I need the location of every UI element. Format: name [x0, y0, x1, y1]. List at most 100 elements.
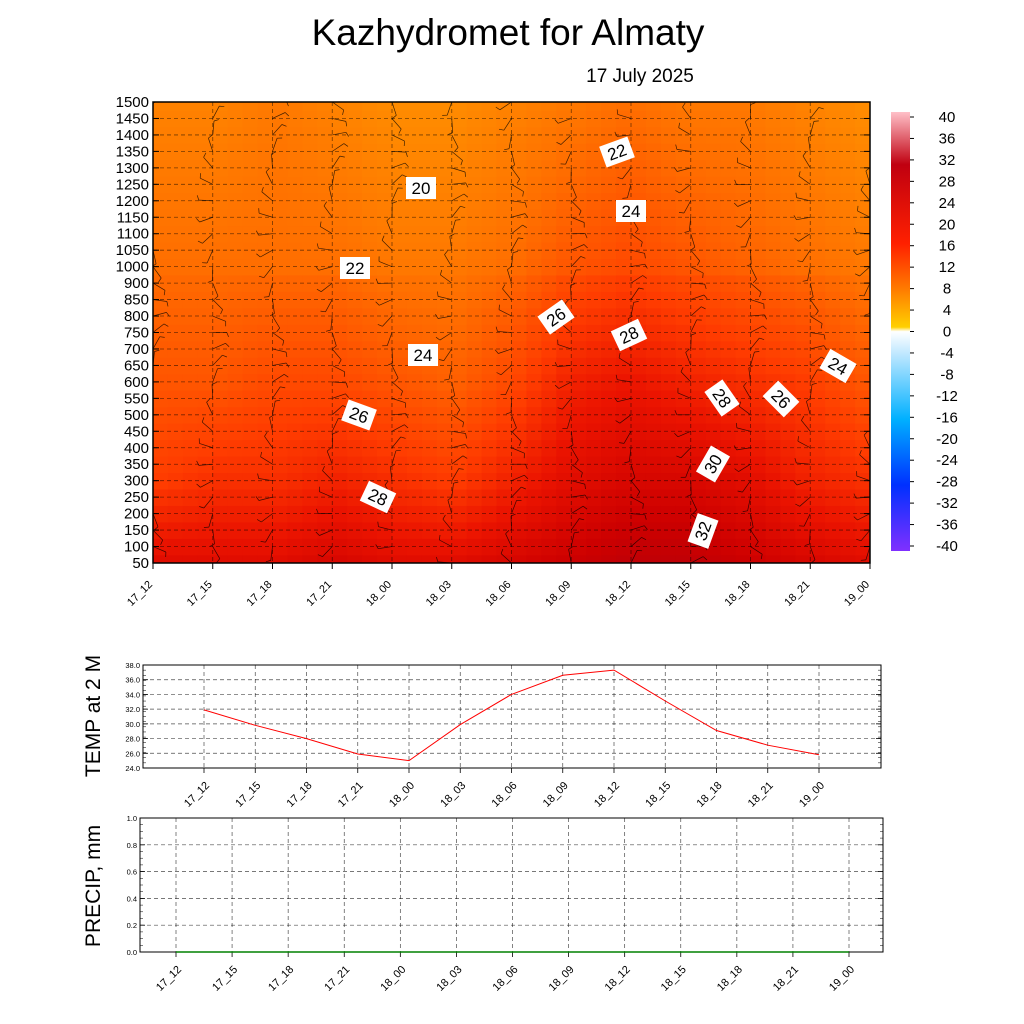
wind-barb-flag: [436, 556, 439, 562]
wind-barb-flag: [859, 450, 862, 455]
temperature-cell: [362, 176, 378, 194]
wind-barb-flag: [332, 431, 338, 435]
temperature-cell: [227, 126, 244, 144]
temperature-cell: [795, 159, 811, 177]
wind-barb: [511, 414, 517, 429]
wind-barb-flag: [208, 134, 213, 139]
temperature-cell: [780, 521, 796, 539]
temperature-cell: [765, 439, 781, 457]
temperature-cell: [571, 159, 587, 177]
temperature-cell: [765, 324, 781, 342]
cross-section-x-label: 17_18: [245, 579, 275, 609]
temperature-cell: [242, 143, 259, 161]
wind-barb-flag: [282, 340, 285, 346]
temp2m-x-axis: 17_12 17_15 17_18 17_21 18_00 18_03 18_06 18_09…: [182, 768, 827, 810]
temperature-cell: [362, 324, 378, 342]
wind-barb: [869, 348, 870, 350]
wind-barb-flag: [518, 237, 524, 239]
wind-barb: [212, 102, 214, 103]
temp2m-ylabel: TEMP at 2 M: [82, 655, 105, 777]
wind-barb-flag: [269, 414, 274, 418]
temperature-cell: [153, 554, 169, 563]
wind-barb: [503, 118, 512, 131]
temperature-cell: [451, 176, 468, 194]
temperature-cell: [227, 455, 244, 474]
temperature-cell: [436, 225, 453, 243]
temperature-cell: [795, 505, 811, 523]
wind-barb: [511, 167, 520, 180]
temperature-cell: [466, 307, 483, 325]
temperature-cell: [795, 357, 811, 375]
temperature-cell: [690, 225, 707, 243]
temperature-cell: [317, 439, 333, 457]
wind-barb-flag: [316, 288, 322, 293]
temperature-cell: [571, 390, 587, 408]
wind-barb: [322, 470, 333, 481]
temperature-cell: [616, 554, 632, 563]
wind-barb: [677, 430, 691, 438]
temperature-cell: [466, 521, 483, 539]
wind-barb: [208, 137, 214, 152]
wind-barb: [869, 118, 870, 119]
temp2m-y-label: 30.0: [125, 720, 140, 729]
wind-barb-flag: [524, 213, 529, 218]
wind-barb: [437, 315, 452, 319]
wind-barb: [272, 299, 275, 314]
temperature-cell: [347, 102, 363, 111]
wind-barb: [630, 302, 635, 317]
temperature-cell: [317, 455, 333, 474]
colorbar-label: -20: [936, 431, 958, 448]
temperature-cell: [541, 126, 557, 144]
wind-barb: [508, 134, 512, 149]
temperature-cell: [690, 307, 707, 325]
colorbar-label: -28: [936, 474, 958, 491]
wind-barb-flag: [871, 329, 875, 332]
temperature-cell: [765, 209, 781, 227]
wind-barb-flag: [883, 376, 887, 380]
contour-label-text: 22: [346, 259, 365, 278]
temperature-cell: [675, 291, 692, 309]
wind-barb-flag: [326, 447, 332, 452]
cross-section-y-label: 1200: [116, 193, 149, 210]
temperature-cell: [765, 340, 781, 358]
precip-x-label: 18_15: [659, 964, 689, 994]
wind-barb: [796, 480, 811, 486]
temperature-cell: [660, 406, 677, 424]
temperature-cell: [556, 192, 572, 210]
temperature-cell: [571, 554, 587, 563]
temperature-cell: [451, 488, 468, 506]
wind-barb: [391, 118, 402, 130]
temperature-cell: [601, 554, 617, 563]
temperature-cell: [586, 192, 602, 210]
temperature-cell: [675, 554, 692, 563]
temperature-cell: [182, 102, 199, 111]
wind-barb-flag: [345, 121, 348, 127]
wind-barb-flag: [745, 118, 750, 123]
wind-barb: [630, 233, 643, 243]
cross-section-y-label: 200: [124, 506, 149, 523]
wind-barb: [511, 213, 526, 218]
temperature-cell: [571, 373, 587, 391]
wind-barb-flag: [402, 174, 407, 178]
wind-barb-flag: [220, 309, 223, 315]
temperature-cell: [451, 439, 468, 457]
wind-barb: [690, 294, 705, 300]
temperature-cell: [660, 291, 677, 309]
temperature-cell: [586, 521, 602, 539]
wind-barb-flag: [680, 367, 684, 372]
wind-barb: [623, 431, 632, 444]
temperature-cell: [167, 554, 184, 563]
wind-barb: [809, 546, 816, 560]
temperature-cell: [571, 505, 587, 523]
wind-barb-flag: [633, 301, 639, 303]
wind-barb: [617, 379, 632, 383]
temp2m-y-label: 32.0: [125, 705, 140, 714]
temperature-cell: [586, 472, 602, 490]
temperature-cell: [436, 324, 453, 342]
temperature-cell: [332, 521, 348, 539]
temperature-cell: [556, 225, 572, 243]
wind-barb: [199, 216, 213, 223]
wind-barb-flag: [797, 260, 803, 263]
wind-barb: [203, 157, 214, 169]
temperature-cell: [227, 241, 244, 260]
